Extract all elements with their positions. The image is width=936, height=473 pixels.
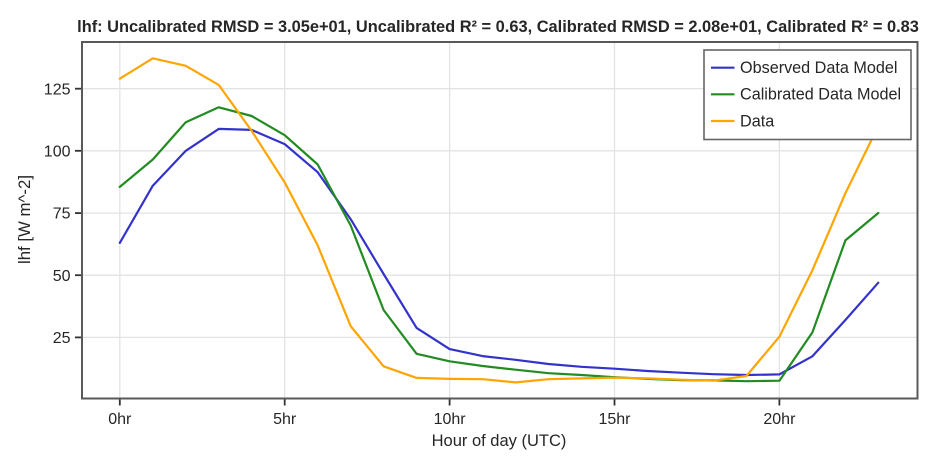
- svg-text:15hr: 15hr: [598, 411, 631, 428]
- svg-text:0hr: 0hr: [108, 411, 132, 428]
- svg-text:Observed Data Model: Observed Data Model: [740, 59, 897, 77]
- svg-text:Hour of day (UTC): Hour of day (UTC): [432, 432, 567, 450]
- svg-text:Data: Data: [740, 112, 774, 130]
- svg-text:5hr: 5hr: [273, 411, 297, 428]
- svg-text:lhf [W m^-2]: lhf [W m^-2]: [15, 175, 34, 264]
- svg-text:125: 125: [44, 81, 71, 98]
- svg-text:25: 25: [53, 330, 71, 347]
- svg-text:100: 100: [44, 143, 71, 160]
- svg-text:50: 50: [53, 268, 71, 285]
- svg-text:75: 75: [53, 206, 71, 223]
- svg-text:20hr: 20hr: [763, 411, 796, 428]
- svg-text:lhf: Uncalibrated RMSD = 3.05e: lhf: Uncalibrated RMSD = 3.05e+01, Uncal…: [77, 18, 919, 36]
- svg-text:10hr: 10hr: [434, 411, 467, 428]
- svg-text:Calibrated Data Model: Calibrated Data Model: [740, 86, 901, 104]
